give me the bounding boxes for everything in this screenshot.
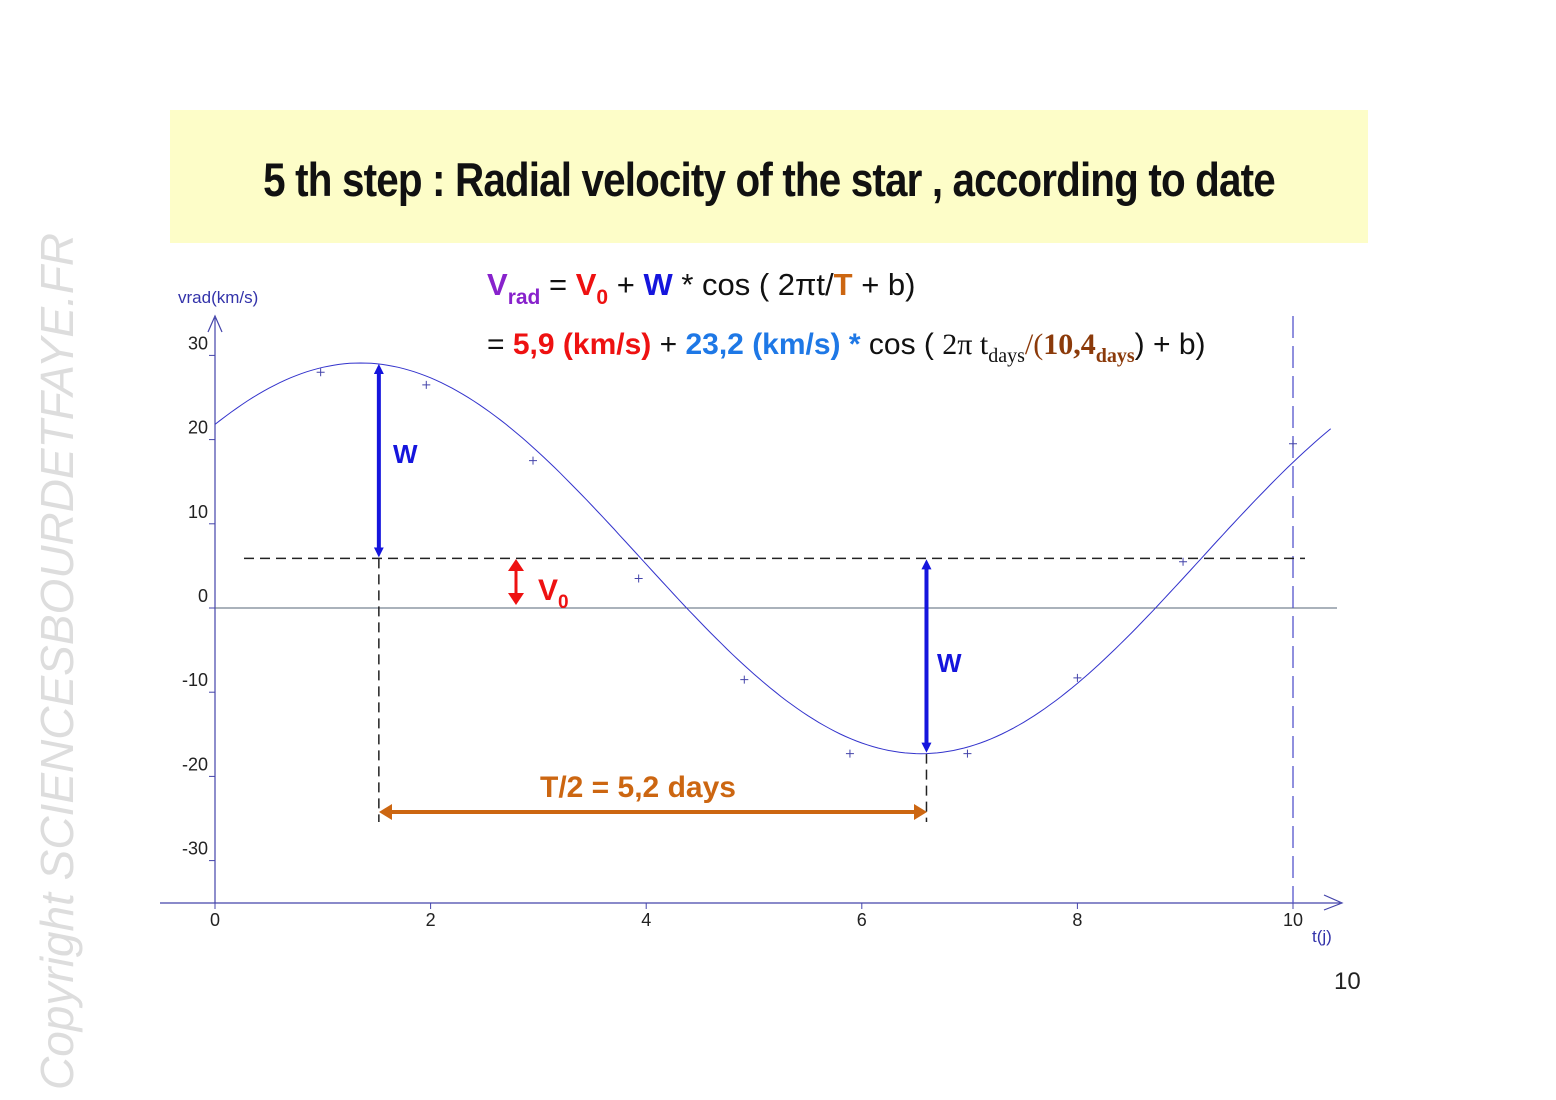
formula-t: T: [834, 267, 853, 302]
data-point: [422, 380, 431, 389]
data-point: [316, 368, 325, 377]
y-tick-label: -20: [182, 754, 208, 774]
data-point: [740, 675, 749, 684]
v0-label: V0: [538, 574, 569, 613]
half-period-label: T/2 = 5,2 days: [540, 771, 736, 804]
formula2-cos: cos (: [861, 328, 943, 361]
y-axis-label: vrad(km/s): [178, 288, 258, 307]
data-point: [845, 749, 854, 758]
v0-arrow-head-top: [508, 559, 524, 571]
y-tick-label: -10: [182, 670, 208, 690]
page-number: 10: [1334, 968, 1361, 995]
x-tick-label: 8: [1072, 910, 1082, 930]
formula-line-1: Vrad = V0 + W * cos ( 2πt/T + b): [487, 267, 915, 309]
title-band: 5 th step : Radial velocity of the star …: [170, 110, 1368, 243]
formula2-close: ) + b): [1135, 328, 1206, 361]
v0-label-main: V: [538, 574, 558, 607]
formula-vrad-sub: rad: [508, 286, 541, 309]
slide-title: 5 th step : Radial velocity of the star …: [263, 153, 1275, 206]
y-tick-label: 30: [188, 333, 208, 353]
formula2-eq: =: [487, 328, 513, 361]
formula2-plus: +: [651, 328, 685, 361]
x-ticks: 0 2 4 6 8 10: [210, 903, 1303, 930]
y-tick-label: -30: [182, 839, 208, 859]
x-axis-label: t(j): [1312, 927, 1332, 946]
x-tick-label: 6: [857, 910, 867, 930]
formula2-slash: /(: [1025, 328, 1043, 361]
fitted-velocity-curve: [214, 362, 1332, 755]
w-label-upper: W: [393, 439, 418, 469]
v0-label-sub: 0: [558, 592, 569, 613]
formula2-v0-value: 5,9 (km/s): [513, 328, 651, 361]
half-period-arrow-head-right: [914, 804, 927, 820]
x-tick-label: 4: [641, 910, 651, 930]
formula2-w-value: 23,2 (km/s) *: [685, 328, 860, 361]
data-point: [1289, 439, 1297, 448]
y-tick-label: 0: [198, 586, 208, 606]
x-tick-label: 0: [210, 910, 220, 930]
formula-line-2: = 5,9 (km/s) + 23,2 (km/s) * cos ( 2π td…: [487, 328, 1206, 367]
formula-vrad: V: [487, 267, 508, 302]
data-point: [1179, 557, 1188, 566]
data-point: [634, 574, 643, 583]
formula-close: + b): [853, 267, 916, 302]
y-tick-label: 10: [188, 502, 208, 522]
data-point: [1073, 673, 1082, 682]
formula-w: W: [643, 267, 673, 302]
data-point: [963, 749, 972, 758]
data-point: [529, 456, 538, 465]
v0-arrow-head-bottom: [508, 593, 524, 605]
formula2-days-sub2: days: [1096, 345, 1135, 367]
measured-points: [316, 368, 1297, 758]
x-tick-label: 10: [1283, 910, 1303, 930]
formula-plus: +: [608, 267, 643, 302]
formula-eq: =: [540, 267, 575, 302]
x-tick-label: 2: [426, 910, 436, 930]
half-period-arrow-head-left: [379, 804, 392, 820]
formula2-days-sub1: days: [988, 345, 1025, 367]
formula-cos: * cos ( 2πt/: [673, 267, 834, 302]
formula2-2pi-t: 2π t: [942, 328, 989, 361]
x-axis-arrowhead: [1323, 894, 1344, 911]
y-tick-label: 20: [188, 418, 208, 438]
formula-v0-sub: 0: [596, 286, 608, 309]
w-label-lower: W: [937, 648, 962, 678]
formula2-period-value: 10,4: [1043, 328, 1096, 361]
y-axis-arrowhead: [207, 314, 223, 333]
formula-v0: V: [576, 267, 597, 302]
y-ticks: 30 20 10 0 -10 -20 -30: [182, 333, 215, 862]
